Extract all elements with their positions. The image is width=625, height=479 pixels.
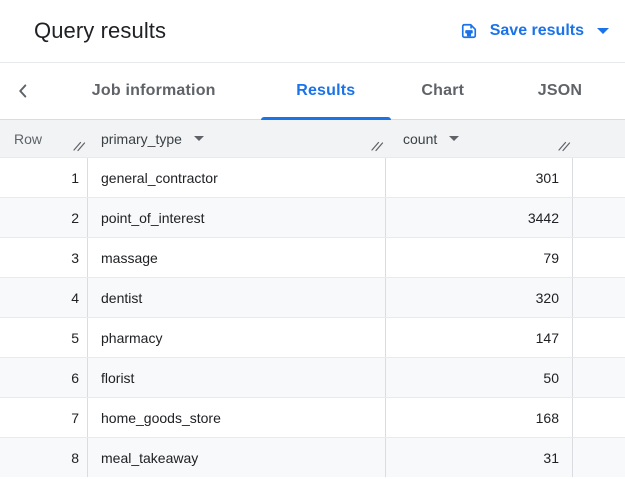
tab-results[interactable]: Results [261, 63, 391, 120]
column-header-row: Row [0, 120, 88, 157]
row-number-cell: 2 [0, 198, 88, 237]
table-row: 6 florist 50 [0, 357, 625, 397]
column-resize-icon[interactable] [72, 139, 86, 153]
filler-cell [573, 238, 625, 277]
filler-cell [573, 318, 625, 357]
count-cell: 79 [386, 238, 573, 277]
tab-json[interactable]: JSON [495, 63, 625, 119]
row-number-cell: 7 [0, 398, 88, 437]
column-header-count[interactable]: count [386, 120, 573, 157]
column-label: count [403, 130, 438, 147]
results-tabbar: Job information Results Chart JSON [0, 63, 625, 120]
filler-cell [573, 358, 625, 397]
primary-type-cell: meal_takeaway [88, 438, 386, 477]
primary-type-cell: pharmacy [88, 318, 386, 357]
count-cell: 147 [386, 318, 573, 357]
table-header: Row primary_type count [0, 120, 625, 157]
tab-job-information[interactable]: Job information [46, 63, 261, 119]
row-number-cell: 6 [0, 358, 88, 397]
filler-cell [573, 398, 625, 437]
row-number-cell: 1 [0, 158, 88, 197]
filler-cell [573, 438, 625, 477]
column-header-filler [573, 120, 625, 157]
panel-header: Query results Save results [0, 0, 625, 63]
tab-label: JSON [537, 82, 583, 99]
primary-type-cell: home_goods_store [88, 398, 386, 437]
save-results-label: Save results [489, 22, 584, 39]
table-row: 7 home_goods_store 168 [0, 397, 625, 437]
table-row: 1 general_contractor 301 [0, 157, 625, 197]
primary-type-cell: florist [88, 358, 386, 397]
row-number-cell: 3 [0, 238, 88, 277]
row-number-cell: 8 [0, 438, 88, 477]
count-cell: 31 [386, 438, 573, 477]
save-icon [459, 21, 479, 41]
column-label: Row [14, 130, 43, 147]
primary-type-cell: point_of_interest [88, 198, 386, 237]
table-row: 8 meal_takeaway 31 [0, 437, 625, 477]
table-row: 2 point_of_interest 3442 [0, 197, 625, 237]
count-cell: 168 [386, 398, 573, 437]
tab-label: Job information [91, 82, 216, 99]
primary-type-cell: dentist [88, 278, 386, 317]
sort-caret-down-icon[interactable] [449, 136, 460, 141]
tab-label: Chart [421, 82, 465, 99]
table-row: 4 dentist 320 [0, 277, 625, 317]
tab-label: Results [296, 82, 356, 99]
filler-cell [573, 158, 625, 197]
column-header-primary-type[interactable]: primary_type [88, 120, 386, 157]
primary-type-cell: general_contractor [88, 158, 386, 197]
filler-cell [573, 198, 625, 237]
row-number-cell: 4 [0, 278, 88, 317]
filler-cell [573, 278, 625, 317]
save-results-button[interactable]: Save results [455, 15, 613, 47]
page-title: Query results [34, 18, 167, 43]
count-cell: 320 [386, 278, 573, 317]
primary-type-cell: massage [88, 238, 386, 277]
column-resize-icon[interactable] [370, 139, 384, 153]
table-row: 5 pharmacy 147 [0, 317, 625, 357]
tab-chart[interactable]: Chart [391, 63, 495, 119]
row-number-cell: 5 [0, 318, 88, 357]
sort-caret-down-icon[interactable] [193, 136, 204, 141]
count-cell: 50 [386, 358, 573, 397]
caret-down-icon [597, 28, 609, 34]
chevron-left-icon[interactable] [0, 63, 46, 119]
column-resize-icon[interactable] [557, 139, 571, 153]
table-body: 1 general_contractor 301 2 point_of_inte… [0, 157, 625, 479]
table-row: 3 massage 79 [0, 237, 625, 277]
column-label: primary_type [101, 130, 182, 147]
count-cell: 301 [386, 158, 573, 197]
count-cell: 3442 [386, 198, 573, 237]
